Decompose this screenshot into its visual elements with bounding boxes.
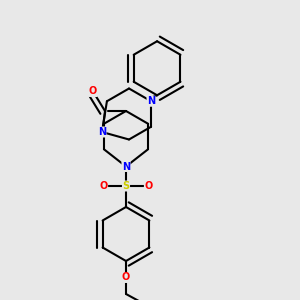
Text: N: N	[98, 127, 106, 137]
Text: S: S	[122, 181, 130, 191]
Text: O: O	[122, 272, 130, 283]
Text: O: O	[99, 181, 108, 191]
Text: O: O	[144, 181, 153, 191]
Text: N: N	[147, 96, 155, 106]
Text: N: N	[122, 161, 130, 172]
Text: O: O	[89, 86, 97, 97]
